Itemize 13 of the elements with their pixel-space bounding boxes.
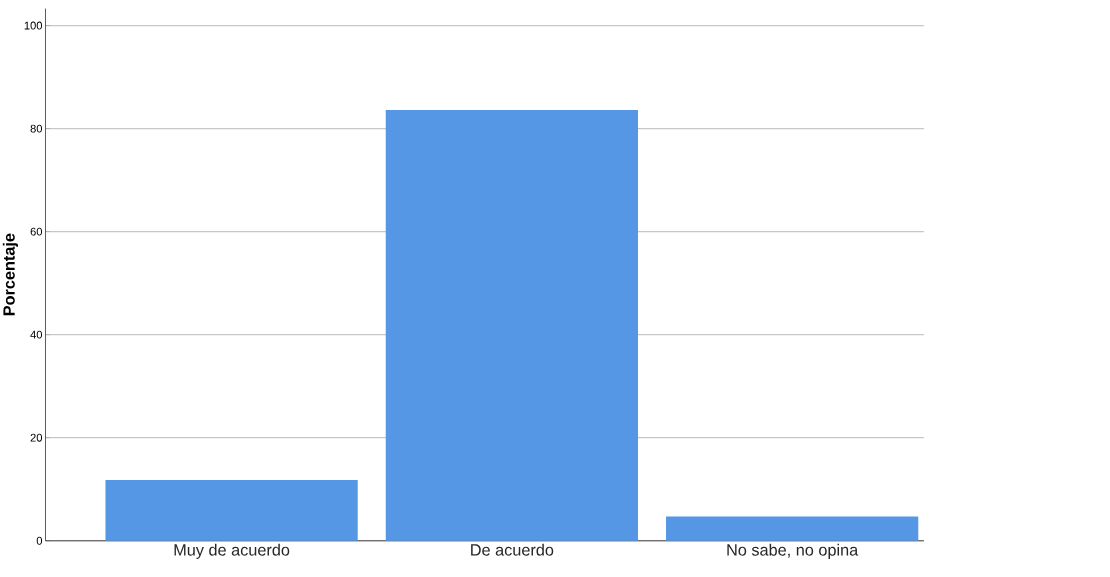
bar	[666, 516, 919, 541]
bar	[105, 480, 358, 541]
bar	[385, 110, 638, 541]
y-tick-label: 80	[30, 124, 43, 133]
x-tick-label: No sabe, no opina	[727, 543, 859, 560]
y-tick-label: 60	[30, 227, 43, 236]
x-tick-label: De acuerdo	[471, 543, 554, 556]
y-tick-label: 40	[30, 330, 43, 339]
x-tick-label: Muy de acuerdo	[174, 543, 290, 560]
y-tick-label: 100	[24, 21, 43, 30]
y-tick-label: 0	[36, 536, 43, 545]
y-axis-title: Porcentaje	[2, 233, 19, 316]
y-tick-label: 20	[30, 433, 43, 442]
